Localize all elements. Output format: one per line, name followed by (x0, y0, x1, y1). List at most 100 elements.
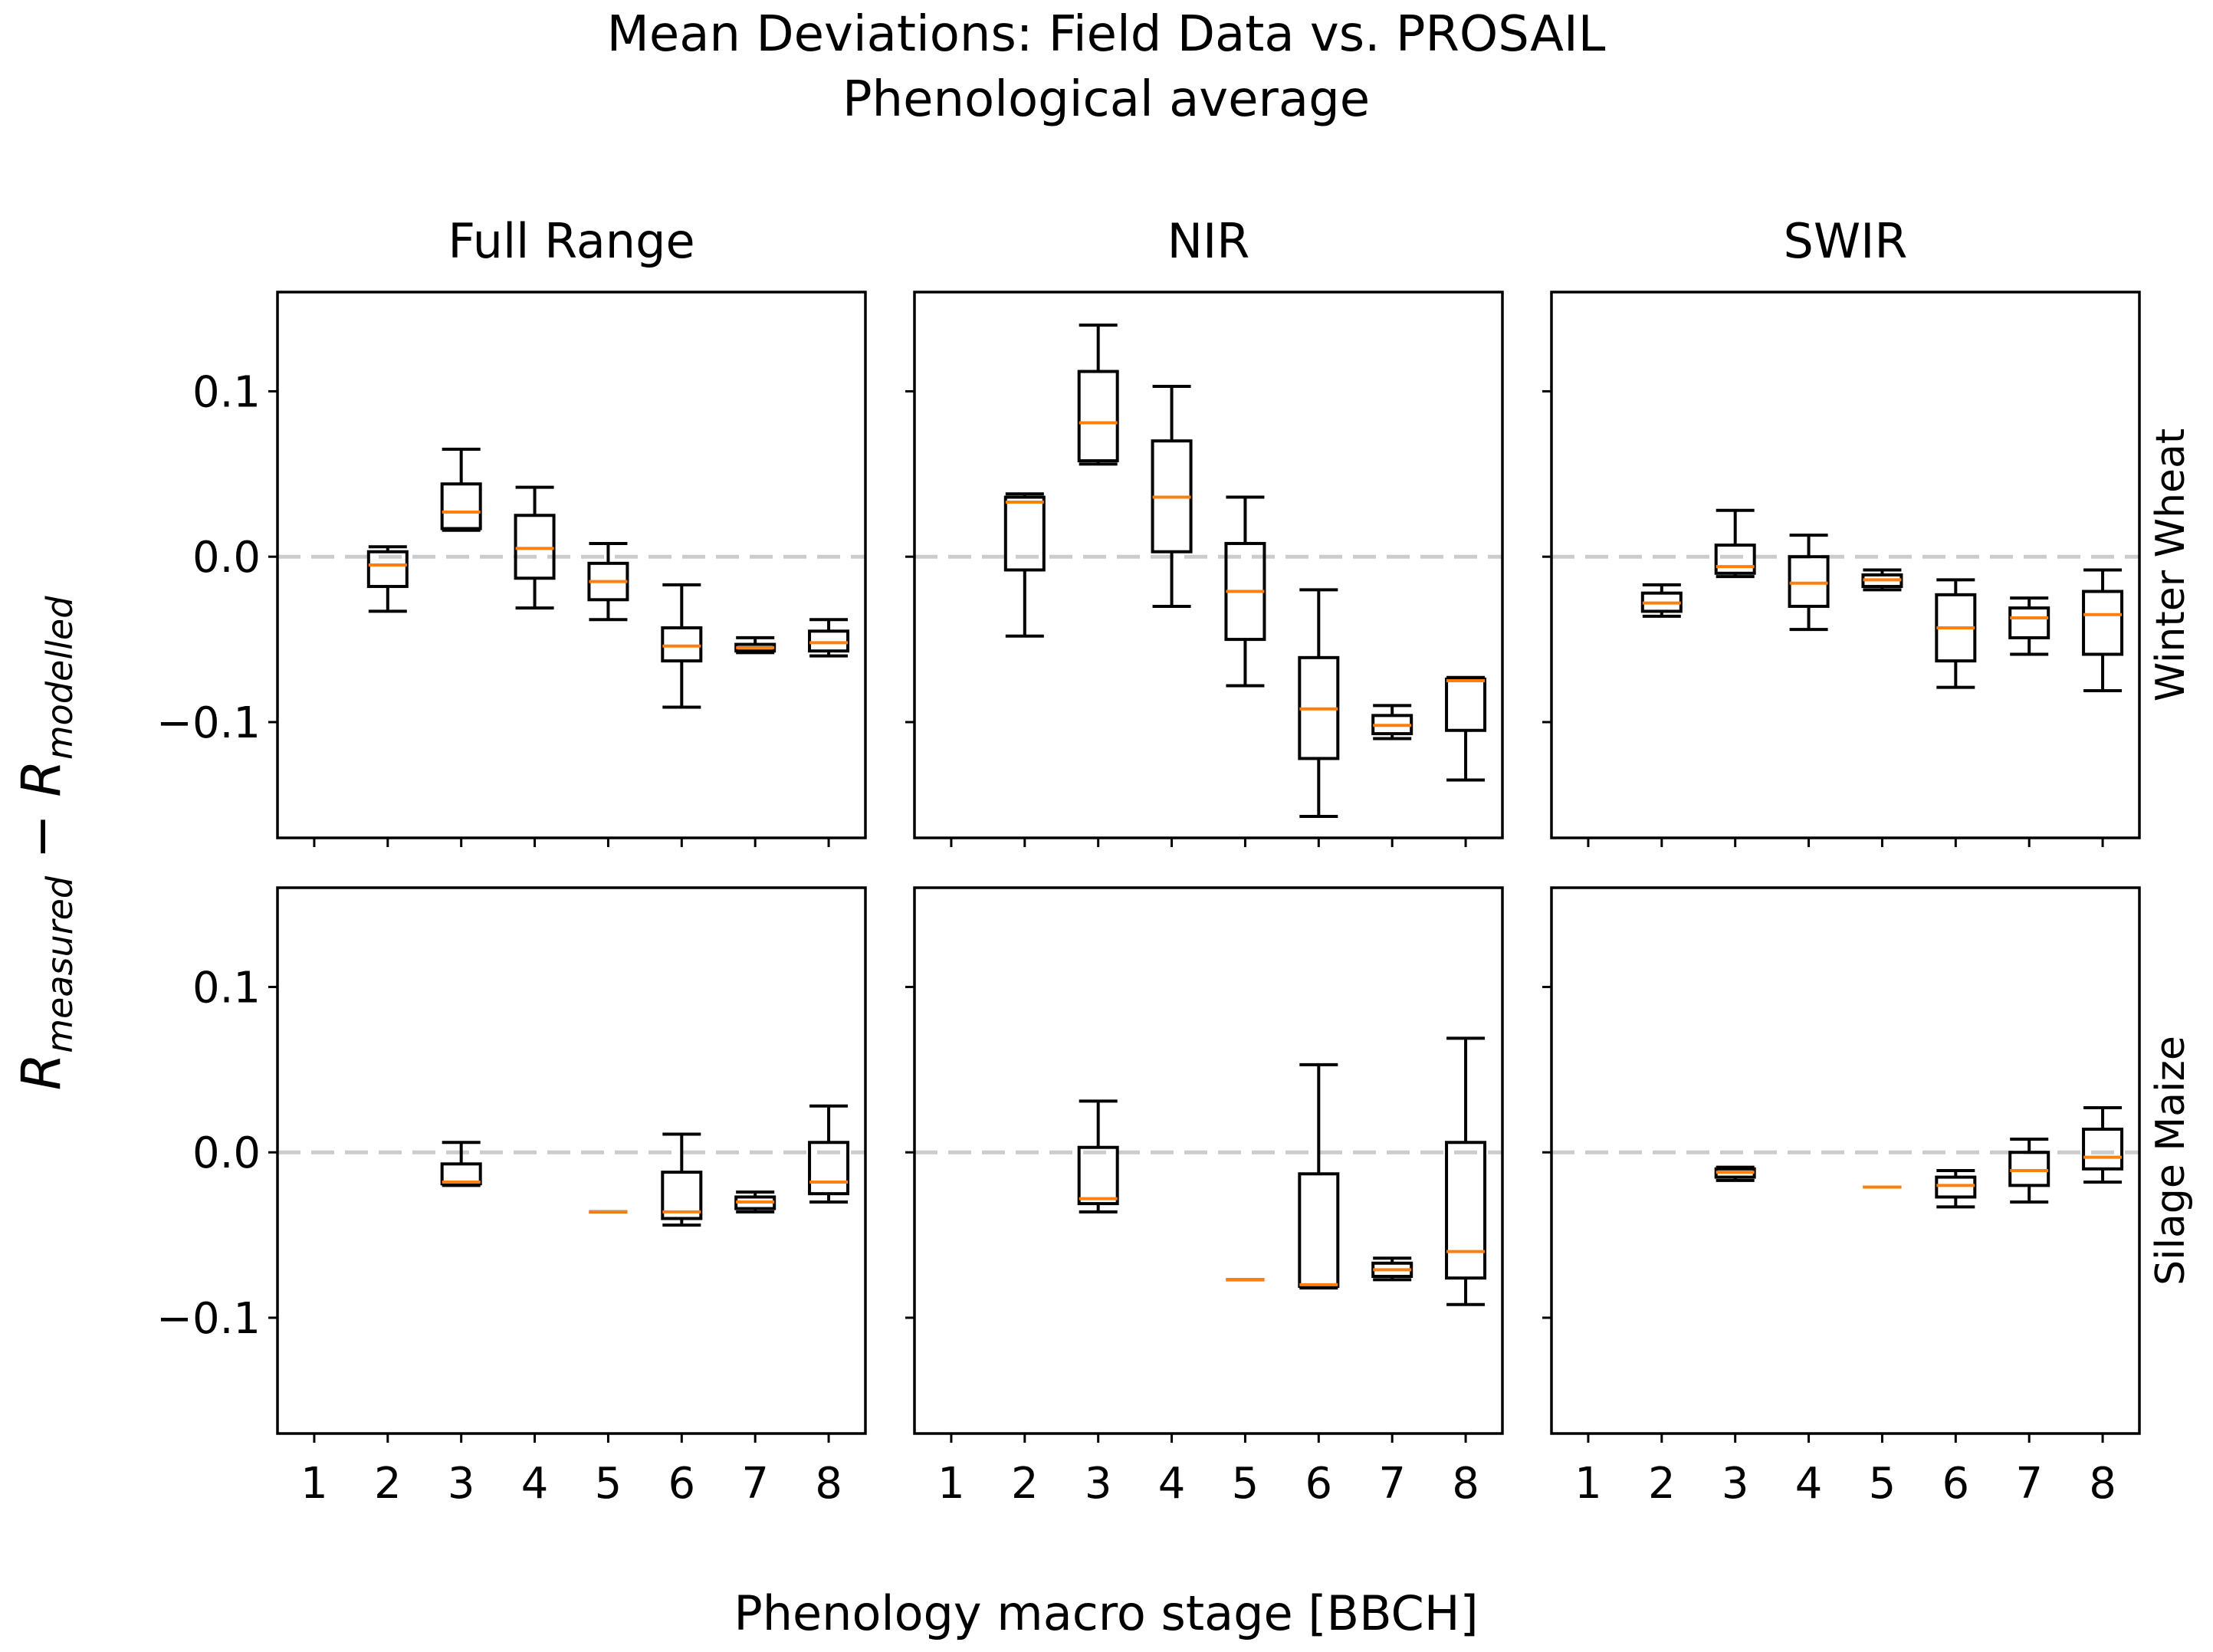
box-iqr (2082, 1128, 2124, 1171)
y-tick-label: 0.0 (192, 533, 261, 583)
box-iqr (661, 626, 703, 663)
box-stage-3 (1714, 508, 1756, 579)
x-tick-label: 1 (937, 1459, 965, 1509)
box-iqr (1445, 677, 1487, 732)
x-tick-label: 5 (1869, 1459, 1896, 1509)
box-stage-7 (734, 636, 777, 655)
y-tick-label: 0.1 (192, 963, 261, 1013)
box-stage-7 (2008, 596, 2050, 656)
y-label-r-measured: R (10, 1053, 73, 1091)
box-stage-4 (1788, 534, 1830, 632)
chart-subtitle: Phenological average (842, 71, 1370, 128)
x-tick-label: 3 (448, 1459, 475, 1509)
panel-frame (1550, 291, 2141, 839)
box-stage-6 (661, 583, 703, 709)
panel-winter-wheat-nir (905, 291, 1504, 847)
y-label-sub-measured: measured (39, 875, 80, 1053)
x-tick-label: 7 (2015, 1459, 2043, 1509)
box-iqr (1788, 555, 1830, 608)
panels-grid: Full Range NIR SWIR Winter Wheat Silage Maiz… (156, 213, 2194, 1509)
panel-silage-maize-full-range: 0.1 0.0 −0.1 1 2 3 4 5 6 7 8 (156, 886, 867, 1509)
y-tick-label: 0.1 (192, 367, 261, 417)
box-stage-2 (1640, 583, 1683, 618)
x-tick-label: 3 (1085, 1459, 1112, 1509)
box-iqr (366, 550, 409, 589)
box-iqr (1445, 1141, 1487, 1280)
x-tick-label: 4 (521, 1459, 549, 1509)
y-label-sub-modelled: modelled (39, 596, 80, 760)
box-iqr (2008, 606, 2050, 639)
box-stage-6 (1935, 1168, 1977, 1209)
box-iqr (661, 1171, 703, 1220)
box-stage-8 (808, 1104, 850, 1204)
box-stage-3 (1077, 1099, 1119, 1214)
x-tick-label: 3 (1722, 1459, 1749, 1509)
box-stage-8 (1445, 675, 1487, 782)
box-iqr (1714, 544, 1756, 575)
x-tick-label: 6 (668, 1459, 695, 1509)
x-tick-label: 5 (1232, 1459, 1259, 1509)
box-stage-3 (1714, 1165, 1756, 1182)
box-stage-8 (1445, 1036, 1487, 1306)
x-tick-label: 8 (1452, 1459, 1479, 1509)
column-title-swir: SWIR (1783, 213, 1907, 269)
box-stage-7 (1371, 1256, 1413, 1282)
box-iqr (808, 1141, 850, 1196)
box-iqr (514, 514, 556, 580)
x-tick-label: 8 (2089, 1459, 2116, 1509)
box-iqr (1298, 1172, 1340, 1288)
x-tick-label: 6 (1305, 1459, 1332, 1509)
x-tick-label: 4 (1158, 1459, 1186, 1509)
box-stage-6 (1298, 1062, 1340, 1290)
y-label-r-modelled: R (10, 760, 73, 797)
box-stage-4 (1151, 384, 1193, 608)
column-title-full-range: Full Range (448, 213, 694, 269)
box-stage-3 (1077, 324, 1119, 466)
box-stage-8 (2082, 568, 2124, 692)
box-stage-3 (440, 447, 482, 532)
x-tick-label: 7 (1378, 1459, 1406, 1509)
row-title-winter-wheat: Winter Wheat (2148, 429, 2194, 702)
box-iqr (2008, 1151, 2050, 1187)
box-stage-5 (1861, 568, 1903, 592)
row-title-silage-maize: Silage Maize (2148, 1036, 2194, 1286)
box-stage-6 (661, 1132, 703, 1227)
x-tick-label: 1 (1574, 1459, 1602, 1509)
box-iqr (440, 482, 482, 530)
x-axis-label: Phenology macro stage [BBCH] (734, 1585, 1478, 1641)
box-stage-8 (2082, 1105, 2124, 1184)
x-tick-label: 1 (300, 1459, 328, 1509)
panel-winter-wheat-swir (1542, 291, 2141, 847)
box-stage-3 (440, 1141, 482, 1187)
x-tick-label: 2 (1011, 1459, 1039, 1509)
box-stage-7 (734, 1190, 777, 1214)
box-iqr (1077, 1145, 1119, 1206)
box-iqr (1077, 369, 1119, 463)
box-stage-7 (2008, 1137, 2050, 1204)
chart-title: Mean Deviations: Field Data vs. PROSAIL (607, 6, 1606, 63)
panel-frame (1550, 886, 2141, 1435)
x-tick-label: 2 (374, 1459, 402, 1509)
x-tick-label: 4 (1795, 1459, 1823, 1509)
x-tick-label: 8 (815, 1459, 842, 1509)
box-stage-8 (808, 618, 850, 658)
box-stage-5 (587, 541, 629, 622)
box-stage-2 (1003, 492, 1046, 638)
box-iqr (808, 629, 850, 653)
y-label-operator: − (10, 797, 73, 876)
y-tick-label: 0.0 (192, 1128, 261, 1178)
box-iqr (2082, 590, 2124, 656)
box-stage-6 (1298, 588, 1340, 818)
box-stage-5 (1224, 495, 1266, 688)
x-tick-label: 2 (1648, 1459, 1676, 1509)
y-tick-label: −0.1 (156, 1294, 261, 1344)
y-tick-label: −0.1 (156, 698, 261, 748)
box-stage-7 (1371, 704, 1413, 741)
panel-frame (913, 886, 1504, 1435)
panel-frame (276, 291, 867, 839)
y-axis-label: Rmeasured − Rmodelled (10, 596, 80, 1091)
x-tick-label: 7 (741, 1459, 769, 1509)
